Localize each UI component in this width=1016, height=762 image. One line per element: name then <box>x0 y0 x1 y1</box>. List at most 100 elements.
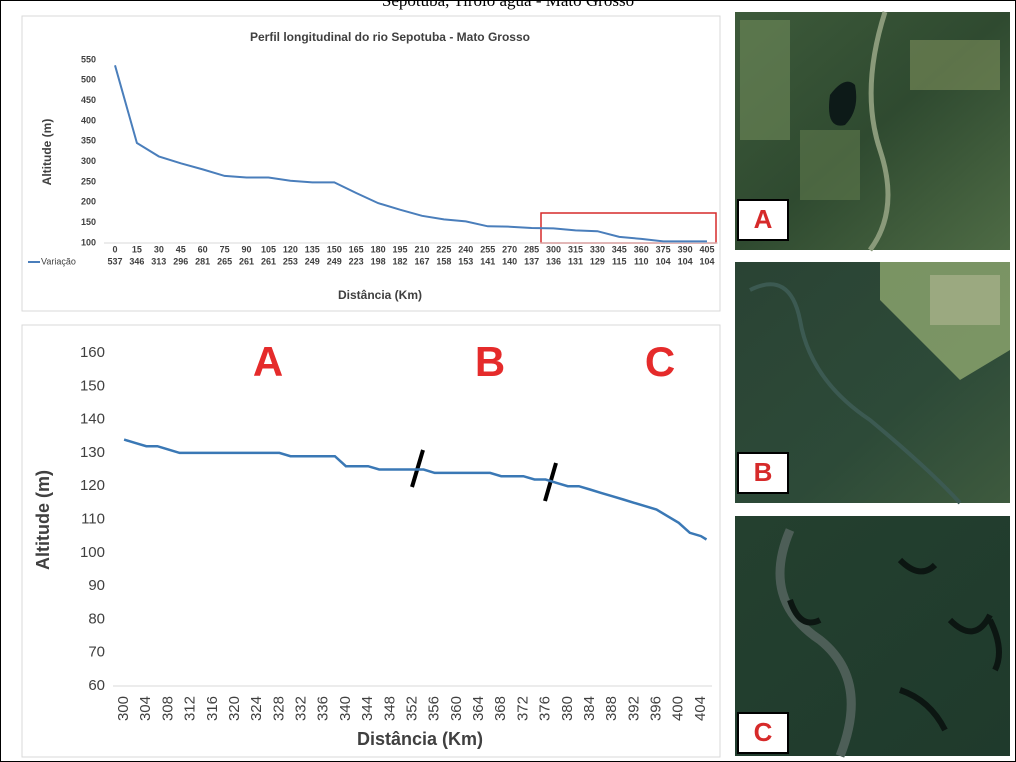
table-value: 182 <box>393 256 408 266</box>
x-tick-label: 30 <box>154 244 164 254</box>
x-tick-label: 308 <box>159 696 176 721</box>
y-tick-label: 130 <box>80 444 105 461</box>
y-axis-label: Altitude (m) <box>33 470 53 570</box>
y-tick-label: 90 <box>88 577 105 594</box>
x-tick-label: 364 <box>470 696 487 721</box>
table-value: 253 <box>283 256 298 266</box>
table-value: 110 <box>634 256 649 266</box>
x-tick-label: 15 <box>132 244 142 254</box>
y-tick-label: 150 <box>80 377 105 394</box>
table-value: 129 <box>590 256 605 266</box>
x-tick-label: 60 <box>198 244 208 254</box>
table-value: 261 <box>239 256 254 266</box>
x-tick-label: 210 <box>414 244 429 254</box>
x-tick-label: 405 <box>700 244 715 254</box>
table-value: 265 <box>217 256 232 266</box>
y-axis-label: Altitude (m) <box>40 119 54 186</box>
annotation: B <box>475 338 505 385</box>
x-tick-label: 332 <box>293 696 310 721</box>
x-tick-label: 352 <box>403 696 420 721</box>
y-tick-label: 300 <box>81 156 96 166</box>
table-value: 296 <box>173 256 188 266</box>
table-value: 313 <box>151 256 166 266</box>
x-tick-label: 315 <box>568 244 583 254</box>
x-tick-label: 270 <box>502 244 517 254</box>
table-value: 153 <box>458 256 473 266</box>
y-tick-label: 160 <box>80 344 105 361</box>
y-tick-label: 70 <box>88 644 105 661</box>
x-tick-label: 120 <box>283 244 298 254</box>
x-tick-label: 285 <box>524 244 539 254</box>
table-value: 131 <box>568 256 583 266</box>
annotation: C <box>645 338 675 385</box>
x-tick-label: 300 <box>546 244 561 254</box>
x-tick-label: 348 <box>381 696 398 721</box>
table-value: 137 <box>524 256 539 266</box>
photo-label: A <box>754 204 773 234</box>
photo-label: C <box>754 717 773 747</box>
chart-title: Perfil longitudinal do rio Sepotuba - Ma… <box>250 30 530 44</box>
x-tick-label: 304 <box>137 696 154 721</box>
x-tick-label: 90 <box>242 244 252 254</box>
y-tick-label: 150 <box>81 217 96 227</box>
y-tick-label: 110 <box>81 510 105 527</box>
table-value: 104 <box>700 256 715 266</box>
figure: Sepotuba, Tirolo água - Mato Grosso Perf… <box>0 0 1016 762</box>
y-tick-label: 500 <box>81 75 96 85</box>
table-value: 537 <box>107 256 122 266</box>
x-tick-label: 345 <box>612 244 627 254</box>
table-value: 281 <box>195 256 210 266</box>
y-tick-label: 80 <box>88 610 105 627</box>
x-tick-label: 400 <box>670 696 687 721</box>
photo-label: B <box>754 457 773 487</box>
x-tick-label: 344 <box>359 696 376 721</box>
x-tick-label: 360 <box>634 244 649 254</box>
x-tick-label: 312 <box>182 696 199 721</box>
x-tick-label: 45 <box>176 244 186 254</box>
caption: Sepotuba, Tirolo água - Mato Grosso <box>382 0 634 10</box>
legend-label: Variação <box>41 256 76 266</box>
table-value: 136 <box>546 256 561 266</box>
chart-panel <box>22 325 720 757</box>
y-tick-label: 140 <box>80 411 105 428</box>
x-tick-label: 135 <box>305 244 320 254</box>
x-tick-label: 300 <box>115 696 132 721</box>
x-tick-label: 316 <box>204 696 221 721</box>
x-tick-label: 180 <box>371 244 386 254</box>
y-tick-label: 450 <box>81 95 96 105</box>
x-tick-label: 390 <box>678 244 693 254</box>
x-tick-label: 392 <box>625 696 642 721</box>
x-tick-label: 165 <box>349 244 364 254</box>
x-tick-label: 376 <box>537 696 554 721</box>
table-value: 158 <box>436 256 451 266</box>
y-tick-label: 550 <box>81 54 96 64</box>
x-tick-label: 396 <box>648 696 665 721</box>
x-tick-label: 404 <box>692 696 709 721</box>
table-value: 198 <box>371 256 386 266</box>
x-tick-label: 336 <box>315 696 332 721</box>
x-tick-label: 150 <box>327 244 342 254</box>
y-tick-label: 400 <box>81 115 96 125</box>
x-axis-label: Distância (Km) <box>338 288 422 302</box>
table-value: 249 <box>327 256 342 266</box>
x-tick-label: 340 <box>337 696 354 721</box>
table-value: 104 <box>678 256 693 266</box>
x-tick-label: 75 <box>220 244 230 254</box>
x-tick-label: 195 <box>393 244 408 254</box>
x-tick-label: 225 <box>436 244 451 254</box>
y-tick-label: 60 <box>88 677 105 694</box>
chart-panel <box>22 16 720 311</box>
x-tick-label: 105 <box>261 244 276 254</box>
x-tick-label: 380 <box>559 696 576 721</box>
x-tick-label: 328 <box>270 696 287 721</box>
x-tick-label: 372 <box>514 696 531 721</box>
y-tick-label: 120 <box>80 477 105 494</box>
x-tick-label: 360 <box>448 696 465 721</box>
x-tick-label: 255 <box>480 244 495 254</box>
table-value: 140 <box>502 256 517 266</box>
x-axis-label: Distância (Km) <box>357 729 483 749</box>
table-value: 261 <box>261 256 276 266</box>
x-tick-label: 388 <box>603 696 620 721</box>
table-value: 167 <box>414 256 429 266</box>
x-tick-label: 330 <box>590 244 605 254</box>
